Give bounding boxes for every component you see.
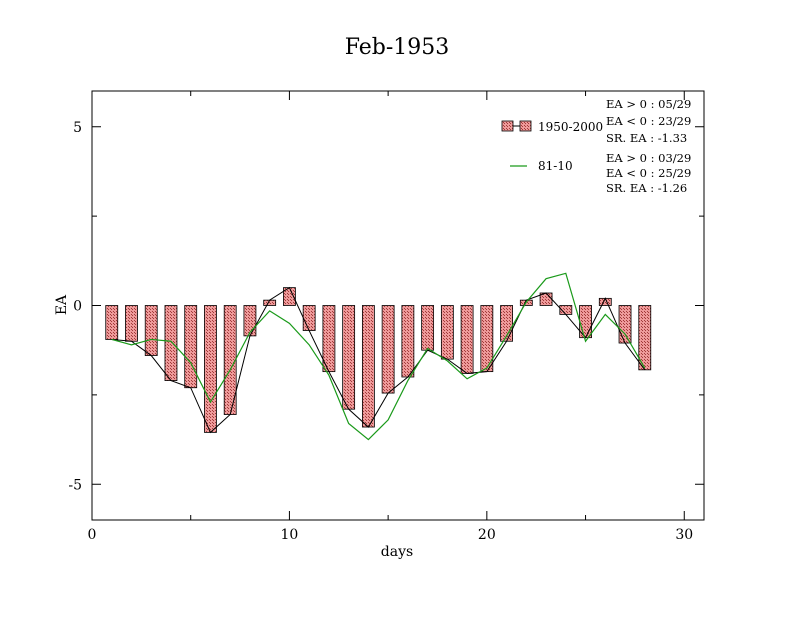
bar-day-6 [204,305,217,433]
x-tick-label: 10 [281,527,299,543]
bar-day-19 [460,305,474,374]
stat-s2-positive: EA > 0 : 03/29 [606,151,691,165]
bar-day-13 [342,305,356,410]
bar-day-14 [361,305,375,428]
y-axis-label: EA [54,294,70,315]
bar-day-15 [381,305,395,394]
line-series [111,272,646,441]
bar-day-27 [618,305,632,344]
bar-day-16 [401,305,415,378]
legend-bar-swatch-left [501,120,514,132]
bar-day-11 [302,305,316,331]
stat-s1-positive: EA > 0 : 05/29 [606,97,691,111]
bar-day-3 [144,305,158,356]
legend: 1950-2000 81-10 EA > 0 : 05/29 EA < 0 : … [501,97,691,195]
stat-s2-negative: EA < 0 : 25/29 [606,166,691,180]
chart-title: Feb-1953 [345,35,450,60]
x-axis-label: days [381,544,413,560]
bar-day-18 [440,305,454,360]
legend-bar-swatch-right [519,120,532,132]
bar-day-17 [421,305,435,351]
bar-day-8 [243,305,257,337]
y-tick-label: -5 [68,477,82,493]
bar-day-12 [322,305,336,373]
bar-day-4 [164,305,178,381]
bar-series-connector [111,286,646,434]
x-axis: 0 10 20 30 [88,91,693,543]
x-tick-label: 0 [88,527,97,543]
bar-day-2 [125,305,138,342]
stat-s1-negative: EA < 0 : 23/29 [606,114,691,128]
legend-label-81-10: 81-10 [538,159,573,173]
y-tick-label: 0 [73,299,82,315]
stat-s2-sr: SR. EA : -1.26 [606,181,687,195]
bar-day-1 [105,305,119,340]
line-81-10 [111,272,646,441]
y-axis: 5 0 -5 [68,120,704,493]
bar-day-5 [184,305,198,389]
x-tick-label: 20 [478,527,496,543]
x-tick-label: 30 [675,527,693,543]
legend-label-1950-2000: 1950-2000 [538,120,603,134]
stat-s1-sr: SR. EA : -1.33 [606,131,687,145]
bar-series [105,286,652,434]
y-tick-label: 5 [73,120,82,136]
